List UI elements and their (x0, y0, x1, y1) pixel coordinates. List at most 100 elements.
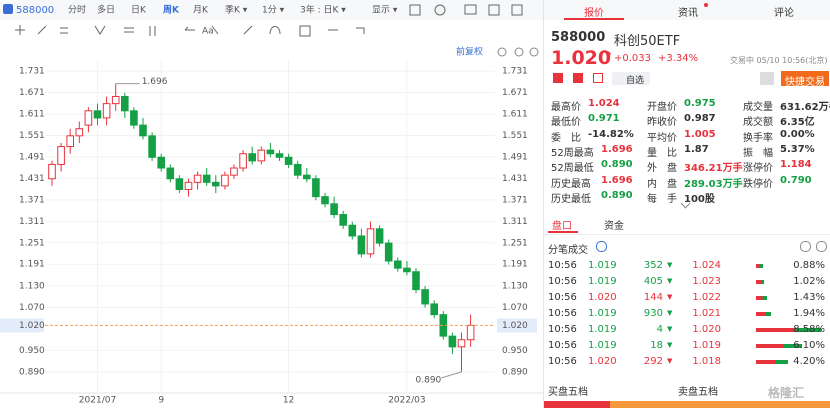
stat-value: 5.37% (780, 143, 815, 155)
badge-icon (593, 73, 603, 83)
trade-price: 1.019 (588, 324, 617, 335)
candle-body (166, 167, 175, 180)
dist-pct: 8.58% (793, 324, 825, 335)
candle-body (57, 146, 65, 165)
stat-value: 0.987 (684, 113, 716, 125)
subtab[interactable]: 资金 (604, 221, 624, 232)
trade-volume: 930 (643, 308, 663, 319)
stat-value: 346.21万手 (684, 163, 743, 175)
toolbar-tab[interactable]: 周K (163, 5, 180, 16)
dist-bar (756, 344, 803, 348)
trade-volume: 4 (656, 324, 663, 335)
toolbar-tab[interactable]: 季K ▾ (225, 4, 248, 16)
candle-body (466, 324, 475, 341)
stat-value: 0.790 (780, 174, 812, 186)
price: 1.020 (551, 47, 612, 69)
dist-bar (756, 360, 788, 364)
y-tick-label-right: 1.551 (502, 131, 528, 141)
y-tick-label-right: 1.611 (502, 110, 528, 120)
subtab-underline (548, 231, 578, 233)
stat-label: 昨收价 (647, 117, 677, 129)
y-tick-label: 1.191 (19, 260, 45, 270)
dist-bar (756, 264, 763, 268)
toolbar-tab[interactable]: 3年 : 日K ▾ (300, 4, 346, 16)
current-price-box (497, 318, 537, 333)
toolbar-tab[interactable]: 显示 ▾ (372, 5, 398, 16)
quote-panel: 报价 资讯 评论 588000 科创50ETF 1.020 ↑ +0.033 +… (543, 0, 830, 408)
stat-value: 0.971 (588, 113, 620, 125)
trade-time: 10:56 (548, 340, 577, 351)
trade-price: 1.019 (588, 340, 617, 351)
bell[interactable] (760, 72, 774, 85)
candle-body (284, 156, 293, 165)
dist-pct: 1.94% (793, 308, 825, 319)
book-title: 卖盘五档 (678, 387, 718, 398)
dist-price: 1.018 (692, 356, 721, 367)
toolbar-tab[interactable]: 分时 (68, 4, 86, 16)
candle-body (375, 228, 384, 244)
stat-value: 631.62万手 (780, 102, 830, 113)
tab[interactable]: 评论 (774, 8, 794, 19)
stat-value: 0.890 (601, 159, 633, 171)
divider (544, 234, 830, 235)
stat-label: 委 比 (551, 132, 581, 144)
candle-body (448, 335, 457, 348)
name: 科创50ETF (614, 34, 681, 49)
stat-label: 振 幅 (743, 147, 773, 159)
y-tick-label-right: 1.251 (502, 238, 528, 248)
badge-icon (573, 73, 583, 83)
candle-body (193, 174, 202, 183)
trade-arrow: ▼ (667, 325, 673, 333)
candle-body (202, 174, 211, 183)
more-icon[interactable] (816, 241, 827, 252)
stat-value: 0.00% (780, 128, 815, 140)
stat-label: 换手率 (743, 132, 773, 144)
stat-label: 每 手 (647, 193, 677, 205)
x-tick-label: 9 (158, 396, 164, 406)
candle-body (84, 110, 93, 126)
dist-pct: 1.43% (793, 292, 825, 303)
code[interactable]: 588000 (16, 5, 54, 16)
trade-arrow: ▼ (667, 277, 673, 285)
trade-label[interactable]: 快捷交易 (785, 77, 825, 88)
trade-arrow: ▼ (667, 357, 673, 365)
stat-label: 最低价 (551, 117, 581, 129)
candle-body (175, 178, 184, 190)
stat-value: 1.87 (684, 143, 709, 155)
candle-body (275, 153, 284, 158)
more-icon[interactable] (800, 241, 811, 252)
stat-label: 内 盘 (647, 178, 677, 190)
dist-bar (756, 296, 767, 300)
book-bar (544, 401, 610, 408)
trade-time: 10:56 (548, 356, 577, 367)
subtab[interactable]: 盘口 (552, 221, 572, 232)
current-price-label: 1.020 (19, 321, 45, 331)
tab[interactable]: 报价 (584, 8, 604, 19)
trade-arrow: ▼ (667, 293, 673, 301)
x-tick-label: 2021/07 (79, 396, 116, 406)
toolbar-tab[interactable]: 月K (193, 5, 209, 16)
toolbar-tab[interactable]: 日K (131, 5, 147, 16)
dist-price: 1.023 (692, 276, 721, 287)
info-icon[interactable] (596, 241, 607, 252)
watch-button[interactable] (612, 72, 650, 85)
watch-label[interactable]: 自选 (626, 76, 645, 86)
change-pct: +3.34% (658, 53, 699, 64)
trade-volume: 18 (650, 340, 663, 351)
y-tick-label-right: 1.491 (502, 152, 528, 162)
trade-button[interactable] (781, 71, 829, 86)
current-price-box (0, 318, 44, 333)
candle-body (75, 128, 84, 137)
tab[interactable]: 资讯 (678, 8, 698, 19)
text-tool[interactable]: Aa (202, 27, 214, 37)
stat-value: -14.82% (588, 128, 634, 140)
y-tick-label: 1.551 (19, 131, 45, 141)
toolbar-tab[interactable]: 1分 ▾ (262, 5, 285, 16)
adjust[interactable]: 前复权 (456, 46, 483, 58)
y-tick-label-right: 1.431 (502, 174, 528, 184)
y-tick-label: 1.671 (19, 88, 45, 98)
stat-value: 1.184 (780, 159, 812, 171)
stat-value: 0.975 (684, 98, 716, 109)
toolbar-tab[interactable]: 多日 (97, 4, 115, 16)
